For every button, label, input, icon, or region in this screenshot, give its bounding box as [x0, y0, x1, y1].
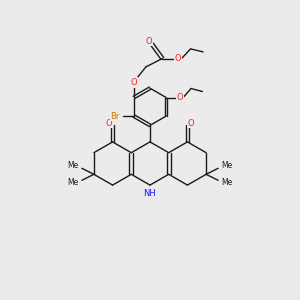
Text: O: O [130, 78, 137, 87]
Text: O: O [188, 118, 194, 127]
Text: Me: Me [221, 161, 233, 170]
Text: O: O [175, 54, 181, 63]
Text: Br: Br [110, 112, 120, 121]
Text: Me: Me [67, 161, 79, 170]
Text: O: O [146, 37, 152, 46]
Text: O: O [176, 93, 183, 102]
Text: Me: Me [67, 178, 79, 187]
Text: NH: NH [144, 189, 156, 198]
Text: O: O [106, 118, 112, 127]
Text: Me: Me [221, 178, 233, 187]
